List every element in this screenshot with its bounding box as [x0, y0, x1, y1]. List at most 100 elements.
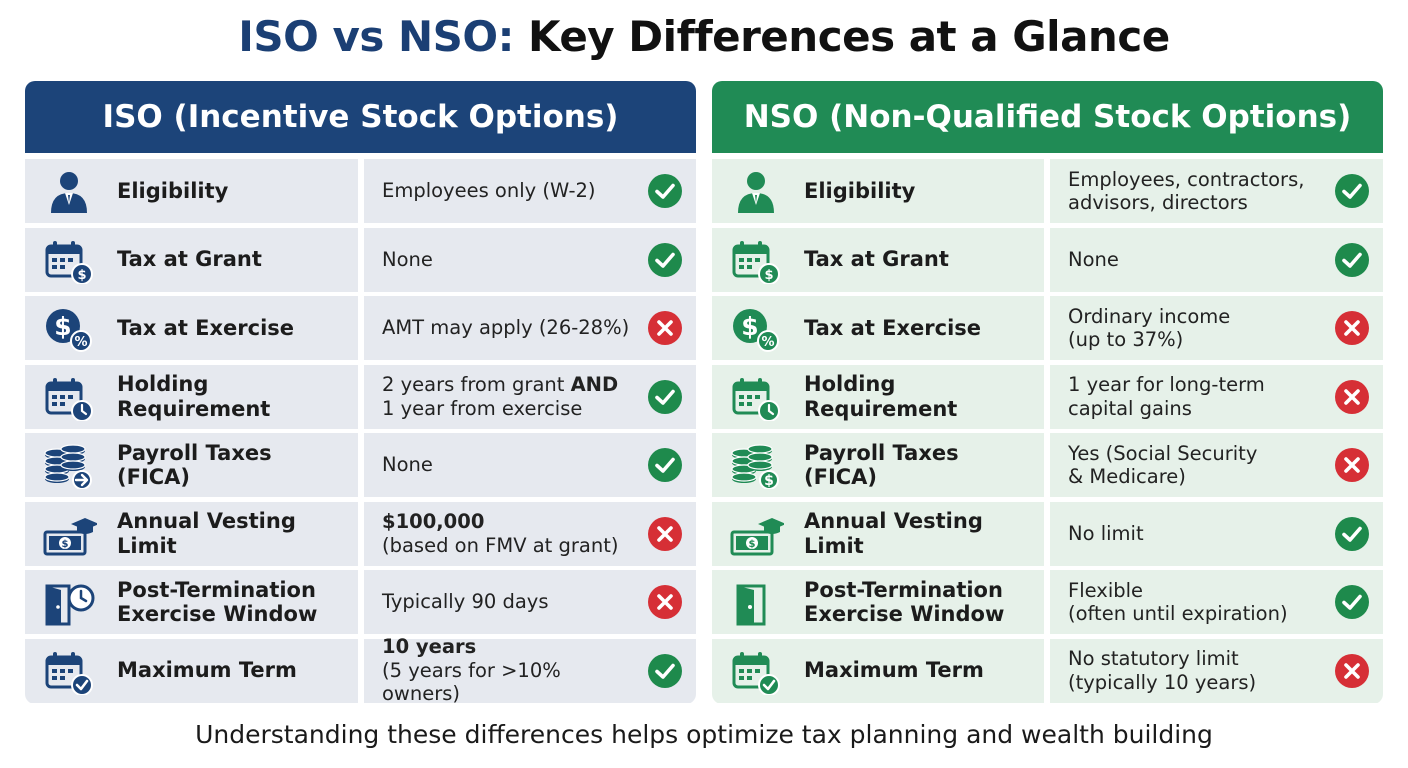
svg-text:%: %	[761, 335, 774, 350]
row-value: No statutory limit (typically 10 years)	[1068, 647, 1257, 694]
row-label: Holding Requirement	[117, 372, 271, 421]
row-label: Holding Requirement	[804, 372, 958, 421]
nso-row-5: $ Payroll Taxes (FICA) Yes (Social Securit…	[712, 433, 1383, 497]
coins-arrow-icon	[41, 443, 97, 490]
row-value: Typically 90 days	[382, 590, 549, 614]
cross-icon	[648, 516, 682, 551]
row-label: Payroll Taxes (FICA)	[117, 440, 272, 489]
nso-row-label-cell: Eligibility	[712, 159, 1044, 223]
dollar-percent-icon: $ %	[41, 306, 97, 352]
row-value: None	[382, 247, 433, 271]
footer-caption: Understanding these differences helps op…	[195, 720, 1213, 749]
iso-row-label-cell: Post-Termination Exercise Window	[25, 570, 358, 634]
iso-row-label-cell: $ Tax at Grant	[25, 227, 358, 292]
nso-row-label-cell: Post-Termination Exercise Window	[712, 570, 1044, 634]
svg-text:%: %	[74, 335, 87, 350]
nso-panel: NSO (Non-Qualified Stock Options) Eligib…	[712, 81, 1383, 704]
nso-row-value-cell: 1 year for long-term capital gains	[1050, 364, 1383, 429]
coins-dollar-icon: $	[728, 443, 784, 490]
nso-row-label-cell: Holding Requirement	[712, 364, 1044, 429]
nso-row-value-cell: Employees, contractors, advisors, direct…	[1050, 159, 1383, 223]
row-label: Tax at Grant	[117, 247, 262, 272]
person-icon	[728, 169, 784, 215]
iso-row-8: Maximum Term 10 years (5 years for >10% ow…	[25, 635, 696, 704]
iso-row-value-cell: $100,000 (based on FMV at grant)	[364, 501, 696, 566]
iso-row-4: Holding Requirement 2 years from grant AN…	[25, 364, 696, 429]
door-clock-icon	[41, 580, 97, 626]
svg-text:$: $	[54, 312, 71, 341]
iso-row-value-cell: None	[364, 433, 696, 497]
row-value: Employees only (W-2)	[382, 179, 596, 203]
nso-row-2: $ Tax at Grant None	[712, 227, 1383, 292]
iso-row-value-cell: 10 years (5 years for >10% owners)	[364, 635, 696, 704]
cross-icon	[1335, 311, 1369, 345]
iso-row-7: Post-Termination Exercise Window Typicall…	[25, 570, 696, 634]
cash-graduation-icon: $	[728, 512, 786, 558]
calendar-clock-icon	[41, 375, 97, 422]
iso-row-2: $ Tax at Grant None	[25, 227, 696, 292]
row-label: Tax at Exercise	[804, 315, 982, 340]
cross-icon	[1335, 379, 1369, 414]
row-value: Flexible (often until expiration)	[1068, 578, 1288, 625]
row-label: Annual Vesting Limit	[117, 509, 296, 558]
row-value: Yes (Social Security & Medicare)	[1068, 441, 1258, 488]
page-title: ISO vs NSO: Key Differences at a Glance	[0, 12, 1408, 61]
cross-icon	[648, 585, 682, 619]
row-value: No limit	[1068, 521, 1144, 545]
iso-panel-header: ISO (Incentive Stock Options)	[25, 81, 696, 153]
iso-row-label-cell: Eligibility	[25, 159, 358, 223]
svg-text:$: $	[741, 312, 758, 341]
row-value: None	[382, 453, 433, 477]
nso-row-1: Eligibility Employees, contractors, advis…	[712, 159, 1383, 223]
row-label: Annual Vesting Limit	[804, 509, 983, 558]
row-label: Post-Termination Exercise Window	[117, 577, 318, 626]
iso-row-1: Eligibility Employees only (W-2)	[25, 159, 696, 223]
nso-row-6: $ Annual Vesting Limit No limit	[712, 501, 1383, 566]
iso-row-value-cell: Typically 90 days	[364, 570, 696, 634]
iso-row-label-cell: Payroll Taxes (FICA)	[25, 433, 358, 497]
row-label: Post-Termination Exercise Window	[804, 577, 1005, 626]
check-icon	[1335, 242, 1369, 277]
row-label: Eligibility	[804, 178, 916, 203]
calendar-clock-icon	[728, 375, 784, 422]
row-value: 10 years (5 years for >10% owners)	[382, 635, 561, 704]
nso-row-value-cell: None	[1050, 227, 1383, 292]
iso-row-label-cell: Maximum Term	[25, 638, 358, 703]
iso-row-label-cell: $ Annual Vesting Limit	[25, 501, 358, 566]
iso-row-label-cell: $ % Tax at Exercise	[25, 296, 358, 360]
check-icon	[648, 448, 682, 482]
check-icon	[1335, 516, 1369, 551]
nso-row-value-cell: No statutory limit (typically 10 years)	[1050, 638, 1383, 703]
svg-text:$: $	[62, 539, 69, 550]
iso-row-3: $ % Tax at Exercise AMT may apply (26-28%)	[25, 296, 696, 360]
check-icon	[1335, 174, 1369, 208]
nso-panel-header: NSO (Non-Qualified Stock Options)	[712, 81, 1383, 153]
iso-row-value-cell: Employees only (W-2)	[364, 159, 696, 223]
cash-graduation-icon: $	[41, 512, 99, 558]
row-label: Eligibility	[117, 178, 229, 203]
row-label: Maximum Term	[117, 658, 297, 683]
calendar-check-icon	[41, 649, 97, 696]
row-value: None	[1068, 247, 1119, 271]
row-value: 1 year for long-term capital gains	[1068, 373, 1265, 420]
calendar-dollar-icon: $	[41, 238, 97, 285]
svg-text:$: $	[749, 539, 756, 550]
row-label: Payroll Taxes (FICA)	[804, 440, 959, 489]
check-icon	[648, 242, 682, 277]
check-icon	[648, 379, 682, 414]
svg-text:$: $	[764, 473, 774, 489]
door-icon	[728, 580, 784, 626]
dollar-percent-icon: $ %	[728, 306, 784, 352]
row-label: Tax at Grant	[804, 247, 949, 272]
nso-row-label-cell: $ % Tax at Exercise	[712, 296, 1044, 360]
iso-row-6: $ Annual Vesting Limit $100,000 (based on …	[25, 501, 696, 566]
cross-icon	[648, 311, 682, 345]
svg-text:$: $	[764, 268, 773, 283]
row-value: Ordinary income (up to 37%)	[1068, 304, 1231, 351]
nso-row-3: $ % Tax at Exercise Ordinary income (up to…	[712, 296, 1383, 360]
row-value: AMT may apply (26-28%)	[382, 316, 630, 340]
nso-row-label-cell: $ Payroll Taxes (FICA)	[712, 433, 1044, 497]
nso-row-7: Post-Termination Exercise Window Flexible…	[712, 570, 1383, 634]
iso-row-value-cell: AMT may apply (26-28%)	[364, 296, 696, 360]
svg-text:$: $	[77, 268, 86, 283]
